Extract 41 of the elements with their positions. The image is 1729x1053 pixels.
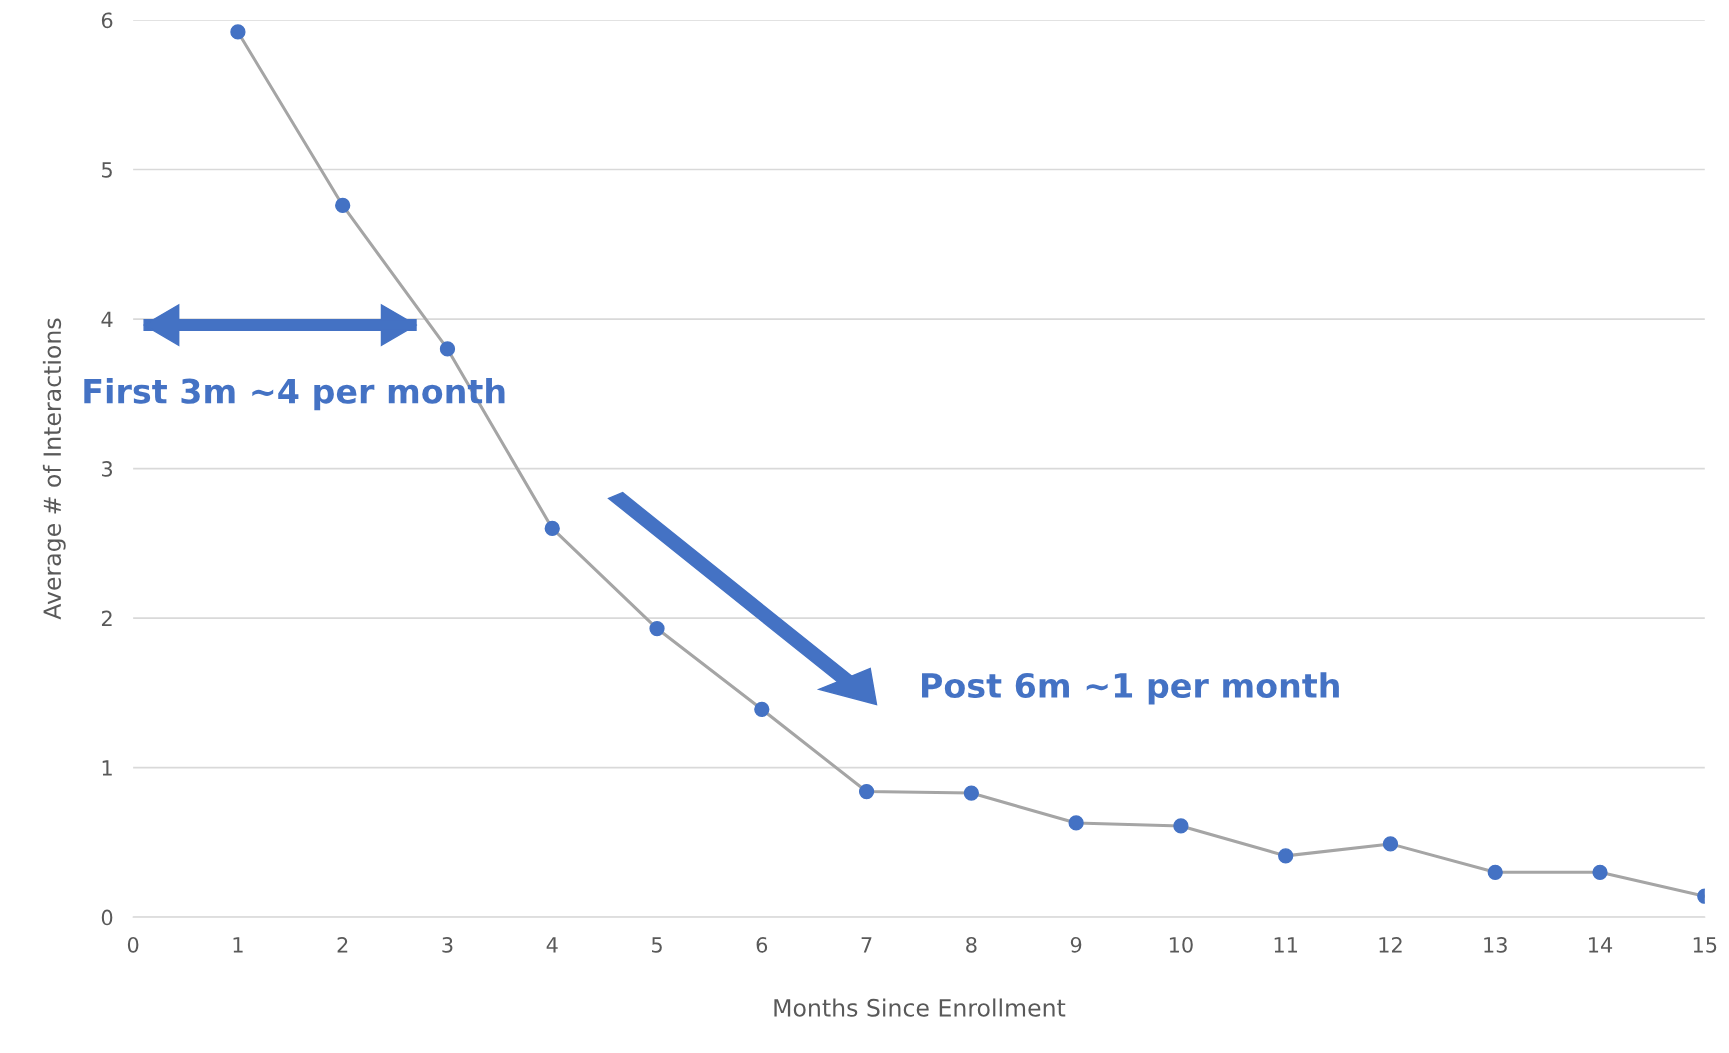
x-tick-label: 12 (1379, 936, 1402, 953)
x-tick-label: 3 (442, 936, 453, 953)
x-tick-label: 5 (652, 937, 662, 953)
annotation: First 3m ~4 per month (84, 377, 505, 411)
annotation: Post 6m ~1 per month (922, 672, 1339, 705)
y-tick-label: 3 (102, 461, 113, 477)
x-tick-label: 0 (127, 936, 139, 953)
x-tick-label: 7 (861, 937, 872, 953)
x-axis-title: Months Since Enrollment (774, 998, 1066, 1017)
point (335, 197, 351, 214)
point (754, 701, 770, 717)
y-tick-label: 0 (101, 909, 113, 926)
x-tick-label: 11 (1274, 937, 1298, 953)
point (1278, 848, 1294, 864)
point (439, 341, 456, 357)
y-axis-title: Average # of Interactions (42, 318, 66, 620)
y-tick-label: 4 (101, 311, 113, 327)
x-tick-label: 4 (546, 937, 558, 953)
point (1173, 818, 1189, 834)
x-tick-label: 10 (1169, 936, 1193, 953)
point (1592, 864, 1608, 880)
x-tick-label: 14 (1589, 937, 1613, 953)
x-tick-label: 1 (233, 937, 243, 953)
point (858, 783, 875, 800)
y-tick-label: 1 (102, 760, 112, 776)
point (544, 520, 560, 537)
y-tick-label: 6 (101, 12, 113, 29)
point (963, 785, 979, 801)
point (1382, 836, 1399, 852)
x-tick-label: 13 (1484, 936, 1507, 953)
point (1487, 864, 1503, 880)
y-tick-label: 5 (102, 162, 112, 178)
point (230, 24, 246, 40)
point (649, 620, 665, 637)
y-tick-label: 2 (101, 610, 112, 627)
x-tick-label: 6 (756, 936, 768, 953)
x-tick-label: 15 (1693, 937, 1717, 953)
point (1068, 815, 1084, 831)
x-tick-label: 8 (966, 936, 977, 953)
x-tick-label: 9 (1070, 936, 1082, 953)
x-tick-label: 2 (337, 936, 348, 953)
